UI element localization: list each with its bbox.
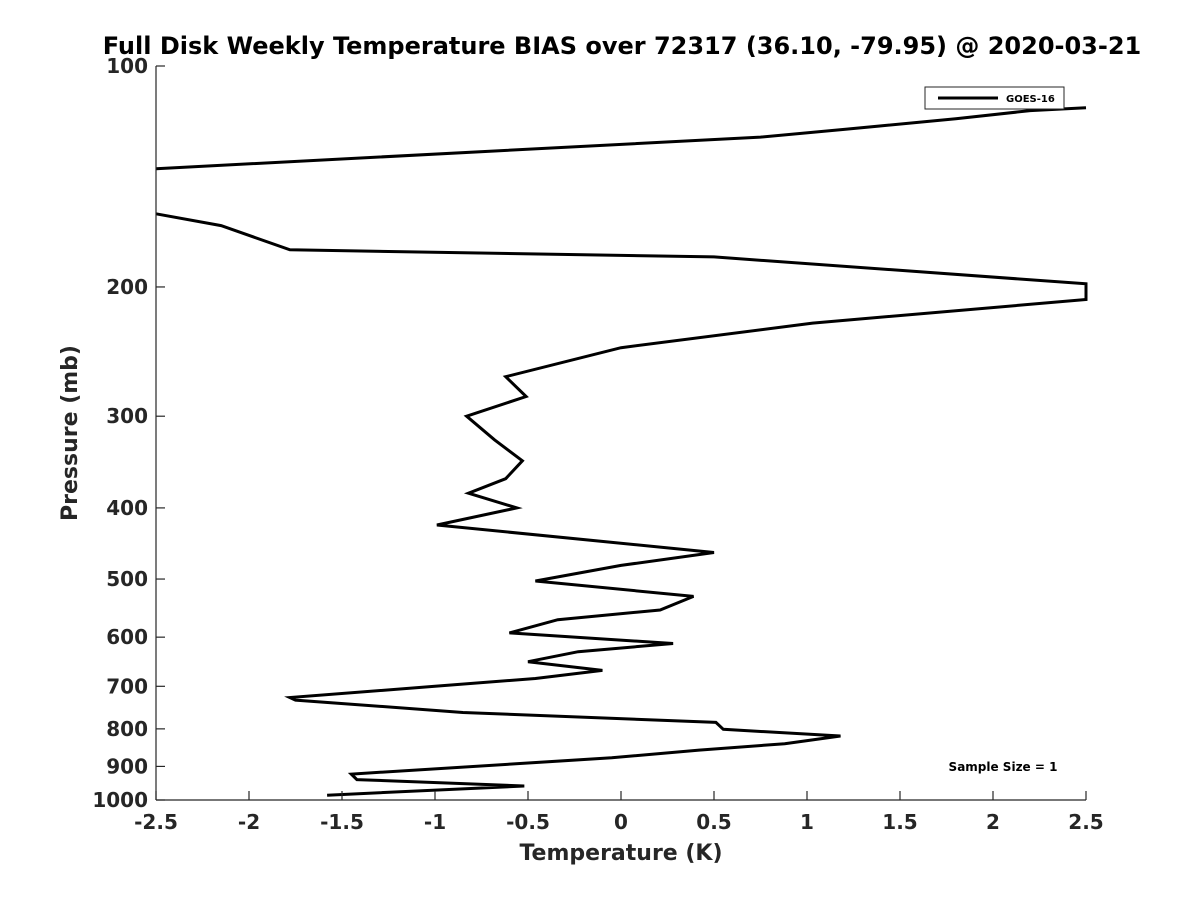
y-tick-label: 600 xyxy=(106,625,148,649)
y-tick-label: 500 xyxy=(106,567,148,591)
chart-title: Full Disk Weekly Temperature BIAS over 7… xyxy=(103,32,1142,60)
y-tick-label: 900 xyxy=(106,754,148,778)
x-tick-label: -0.5 xyxy=(506,810,550,834)
series-line-0 xyxy=(155,212,1088,797)
legend-label: GOES-16 xyxy=(1006,94,1055,105)
x-tick-label: 1.5 xyxy=(882,810,917,834)
y-tick-label: 800 xyxy=(106,717,148,741)
y-axis-label: Pressure (mb) xyxy=(58,345,83,521)
x-tick-label: 1 xyxy=(800,810,814,834)
x-tick-label: -2 xyxy=(238,810,260,834)
x-tick-label: 0 xyxy=(614,810,628,834)
y-tick-label: 400 xyxy=(106,496,148,520)
x-tick-label: 2.5 xyxy=(1068,810,1103,834)
sample-size-annotation: Sample Size = 1 xyxy=(949,760,1058,774)
y-tick-label: 1000 xyxy=(92,788,148,812)
x-axis-label: Temperature (K) xyxy=(519,841,722,866)
series-line-1 xyxy=(155,106,1087,171)
y-tick-label: 200 xyxy=(106,275,148,299)
y-ticks: 100 200 300 400 500 600 700 800 900 1000 xyxy=(92,54,165,812)
x-ticks: -2.5 -2 -1.5 -1 -0.5 0 0.5 1 1.5 2 2.5 xyxy=(134,791,1104,834)
x-tick-label: 0.5 xyxy=(696,810,731,834)
legend: GOES-16 xyxy=(924,86,1065,110)
plot-lines xyxy=(155,106,1088,797)
y-tick-label: 700 xyxy=(106,674,148,698)
x-tick-label: 2 xyxy=(986,810,1000,834)
x-tick-label: -1.5 xyxy=(320,810,364,834)
x-tick-label: -1 xyxy=(424,810,446,834)
y-tick-label: 100 xyxy=(106,54,148,78)
y-tick-label: 300 xyxy=(106,404,148,428)
x-tick-label: -2.5 xyxy=(134,810,178,834)
